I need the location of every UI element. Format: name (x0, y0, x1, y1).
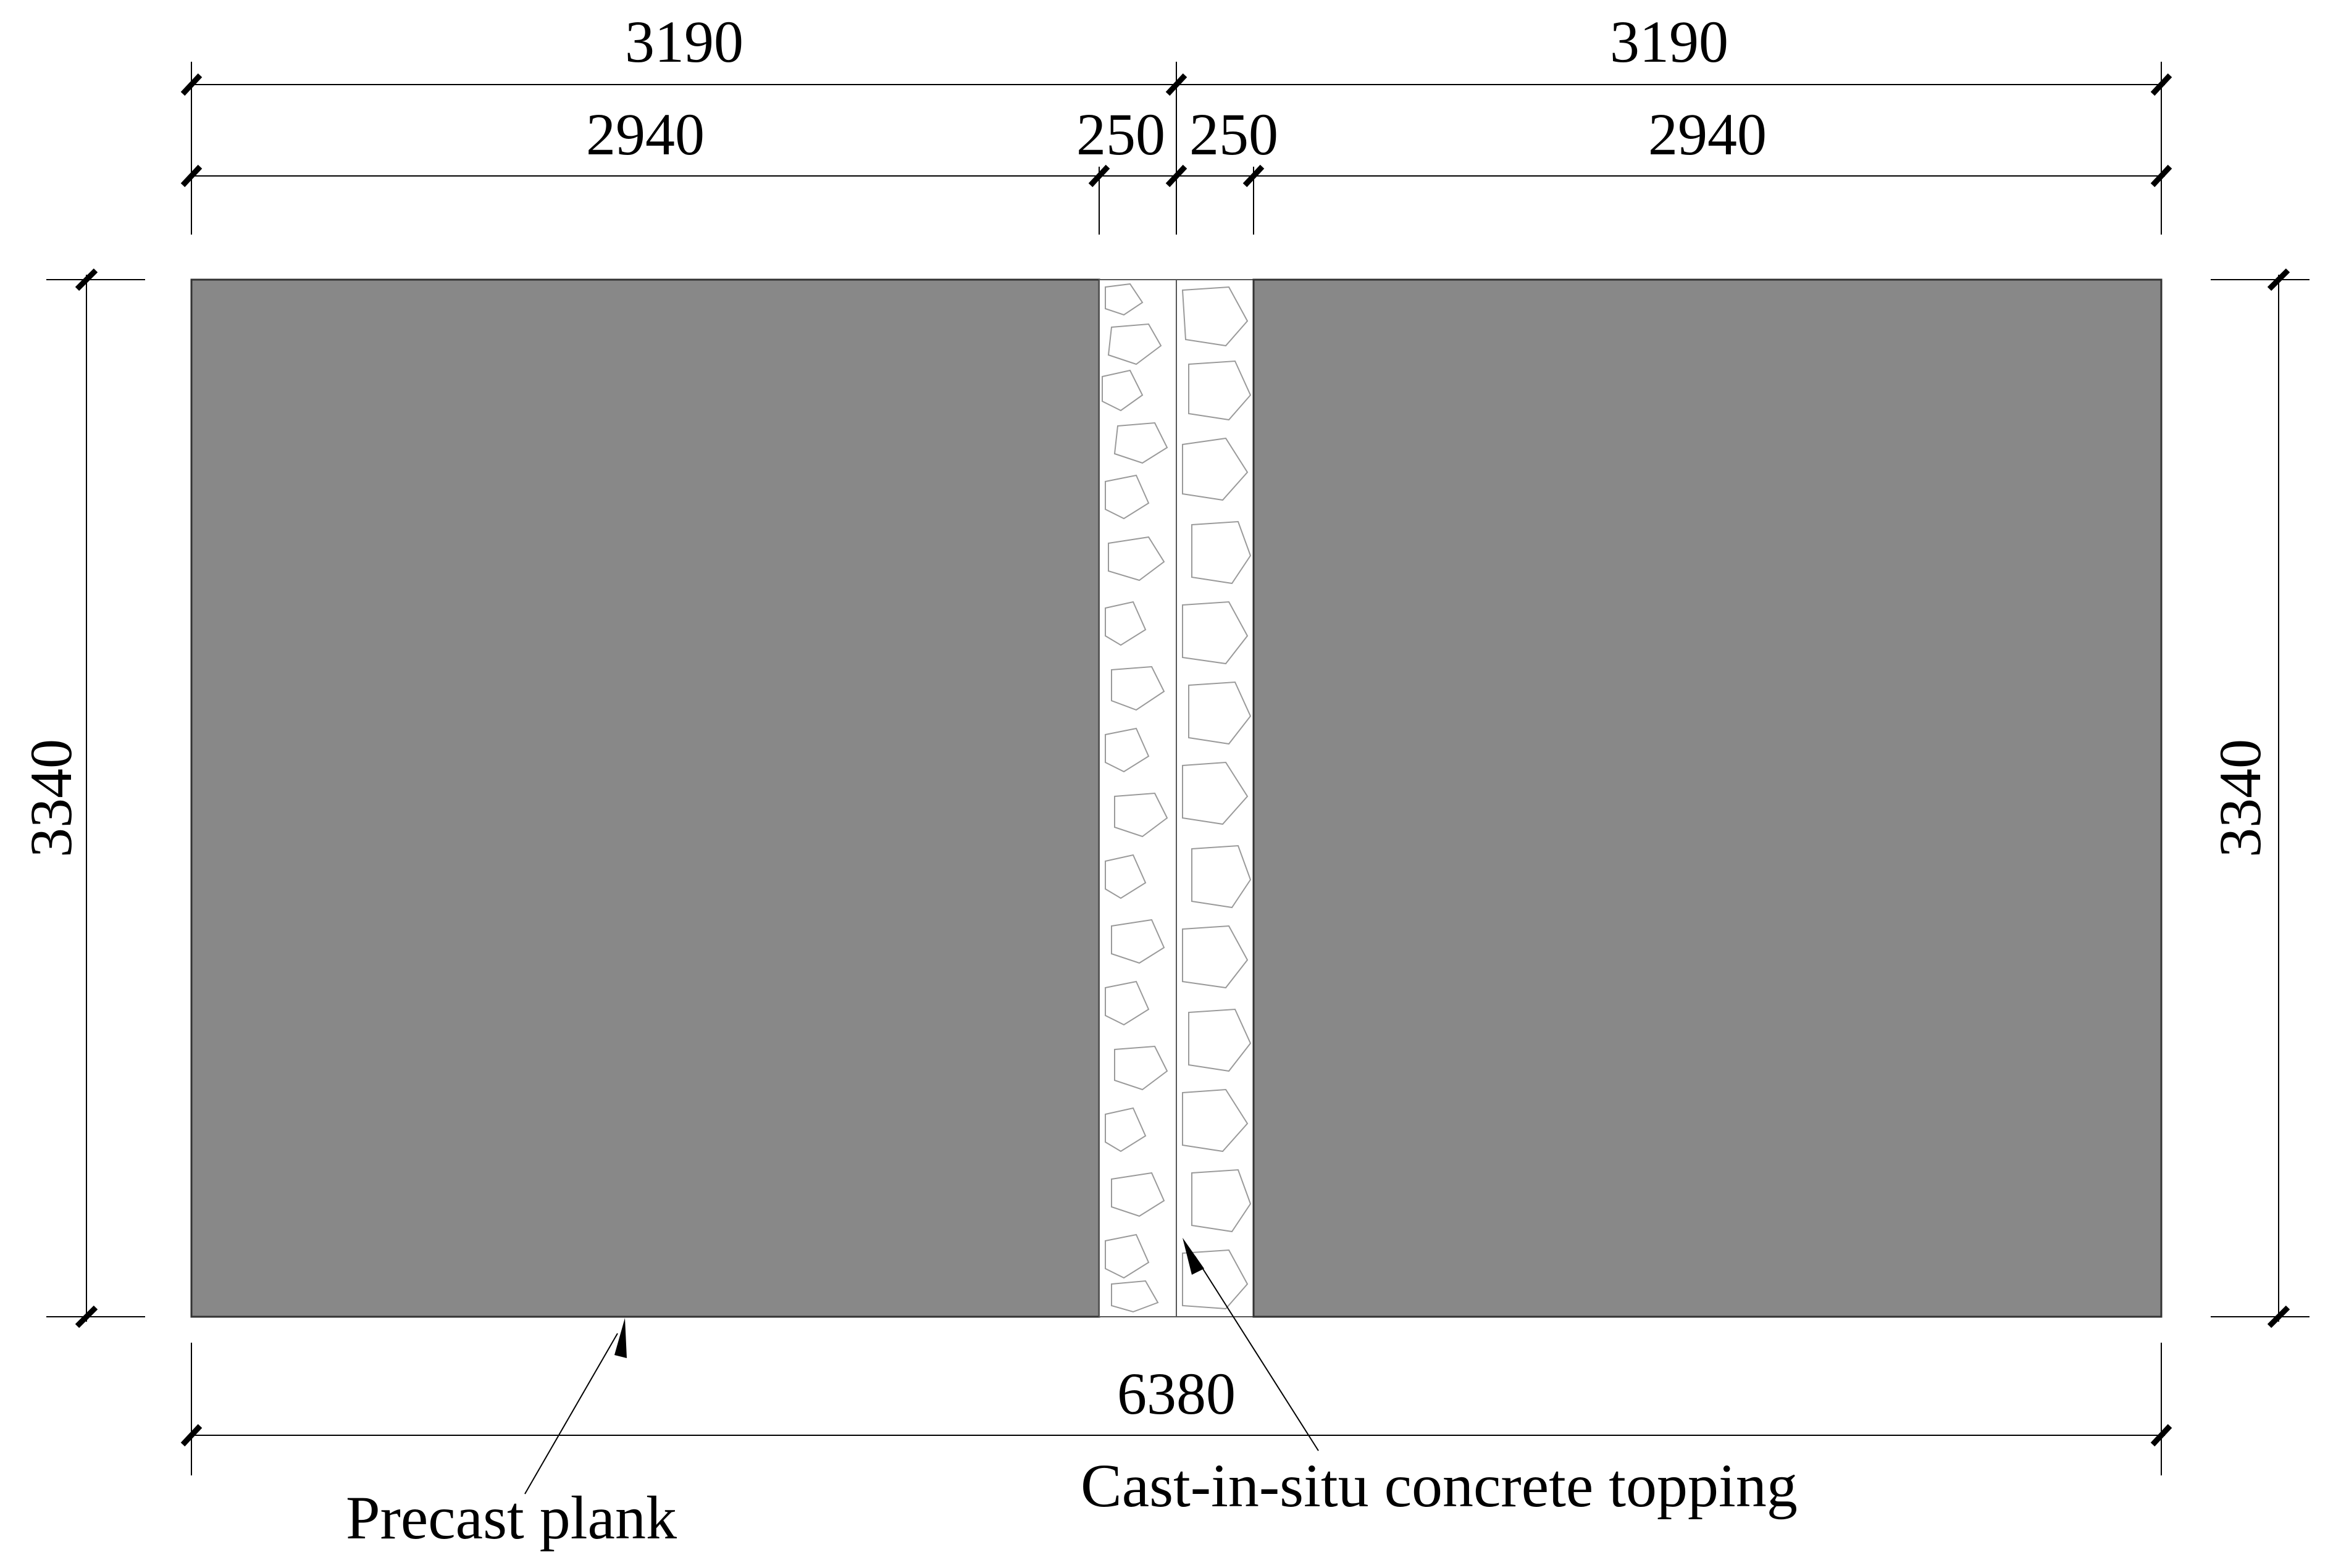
tick-mark (1165, 164, 1187, 188)
tick-mark (75, 268, 98, 291)
precast-plank-right (1252, 278, 2163, 1318)
tick-mark (75, 1305, 98, 1328)
tick-mark (1165, 73, 1187, 96)
dim-text-right-joint-width: 250 (1189, 101, 1278, 167)
tick-mark (1242, 164, 1265, 188)
leader-arrowhead (614, 1318, 627, 1358)
dim-text-left-plank-width: 2940 (586, 101, 705, 167)
tick-mark (2267, 268, 2290, 291)
dim-text-top-left-overall: 3190 (625, 9, 743, 75)
leader-precast-plank (524, 1333, 618, 1495)
side-dimensions: 3340 3340 (18, 268, 2310, 1328)
tick-mark (2150, 73, 2172, 96)
leader-arrowhead (1183, 1238, 1204, 1275)
slab-plan (190, 278, 2163, 1318)
tick-mark (2150, 164, 2172, 188)
tick-mark (180, 1424, 203, 1447)
top-dimension-chains: 3190 3190 2940 250 250 2940 (180, 9, 2172, 235)
precast-plank-left (190, 278, 1100, 1318)
dim-text-top-right-overall: 3190 (1610, 9, 1728, 75)
dim-text-right-height: 3340 (2207, 739, 2273, 857)
dim-text-left-joint-width: 250 (1076, 101, 1165, 167)
dim-text-left-height: 3340 (18, 739, 84, 857)
label-precast-plank: Precast plank (346, 1483, 677, 1552)
tick-mark (180, 73, 203, 96)
tick-mark (2150, 1424, 2172, 1447)
tick-mark (180, 164, 203, 188)
bottom-dimension: 6380 (180, 1343, 2172, 1475)
dim-text-right-plank-width: 2940 (1648, 101, 1767, 167)
dim-text-total-width: 6380 (1117, 1361, 1236, 1427)
annotations: Precast plank Cast-in-situ concrete topp… (346, 1238, 1798, 1552)
tick-mark (1088, 164, 1110, 188)
leader-cast-in-situ (1194, 1256, 1319, 1451)
label-cast-in-situ-topping: Cast-in-situ concrete topping (1081, 1451, 1798, 1520)
concrete-aggregate-hatch (1102, 283, 1252, 1313)
tick-mark (2267, 1305, 2290, 1328)
